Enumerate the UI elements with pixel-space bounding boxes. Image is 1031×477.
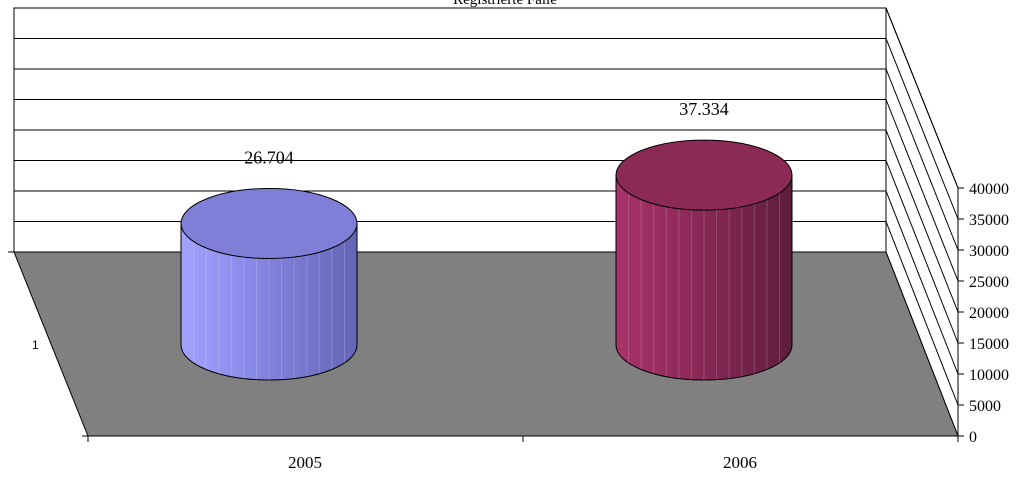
side-gridline [885, 221, 959, 406]
y-tick-label: 15000 [969, 336, 1009, 353]
cylinder-body [180, 222, 358, 381]
y-tick-label: 10000 [969, 367, 1009, 384]
side-gridline [885, 190, 959, 375]
side-gridline [885, 7, 959, 189]
y-tick-label: 20000 [969, 305, 1009, 322]
chart-title: Registrierte Fälle [453, 0, 557, 8]
y-tick-label: 40000 [969, 181, 1009, 198]
data-label: 26.704 [244, 147, 294, 167]
x-axis-labels: 2005 2006 [288, 453, 757, 472]
y-tick-label: 5000 [969, 398, 1001, 415]
bars [180, 139, 793, 381]
bar-2005 [180, 187, 358, 381]
side-gridline [885, 99, 959, 282]
side-gridline [885, 38, 959, 220]
data-label: 37.334 [679, 99, 729, 119]
chart-floor [13, 251, 959, 437]
side-gridline [885, 68, 959, 251]
y-tick-label: 0 [969, 429, 977, 446]
y-axis-ticks: 0 5000 10000 15000 20000 25000 30000 35000 40000 [958, 181, 1009, 446]
y-tick-label: 35000 [969, 212, 1009, 229]
side-gridline [885, 160, 959, 344]
y-tick-label: 30000 [969, 243, 1009, 260]
data-labels: 26.704 37.334 [244, 99, 729, 167]
cylinder-body [615, 174, 793, 381]
y-tick-label: 25000 [969, 274, 1009, 291]
cylinder-top [615, 139, 793, 211]
cylinder-top [180, 187, 358, 259]
series-axis-label: 1 [32, 338, 39, 352]
side-gridline [885, 129, 959, 313]
x-tick-label: 2006 [723, 453, 757, 472]
x-tick-label: 2005 [288, 453, 322, 472]
bar-2006 [615, 139, 793, 381]
